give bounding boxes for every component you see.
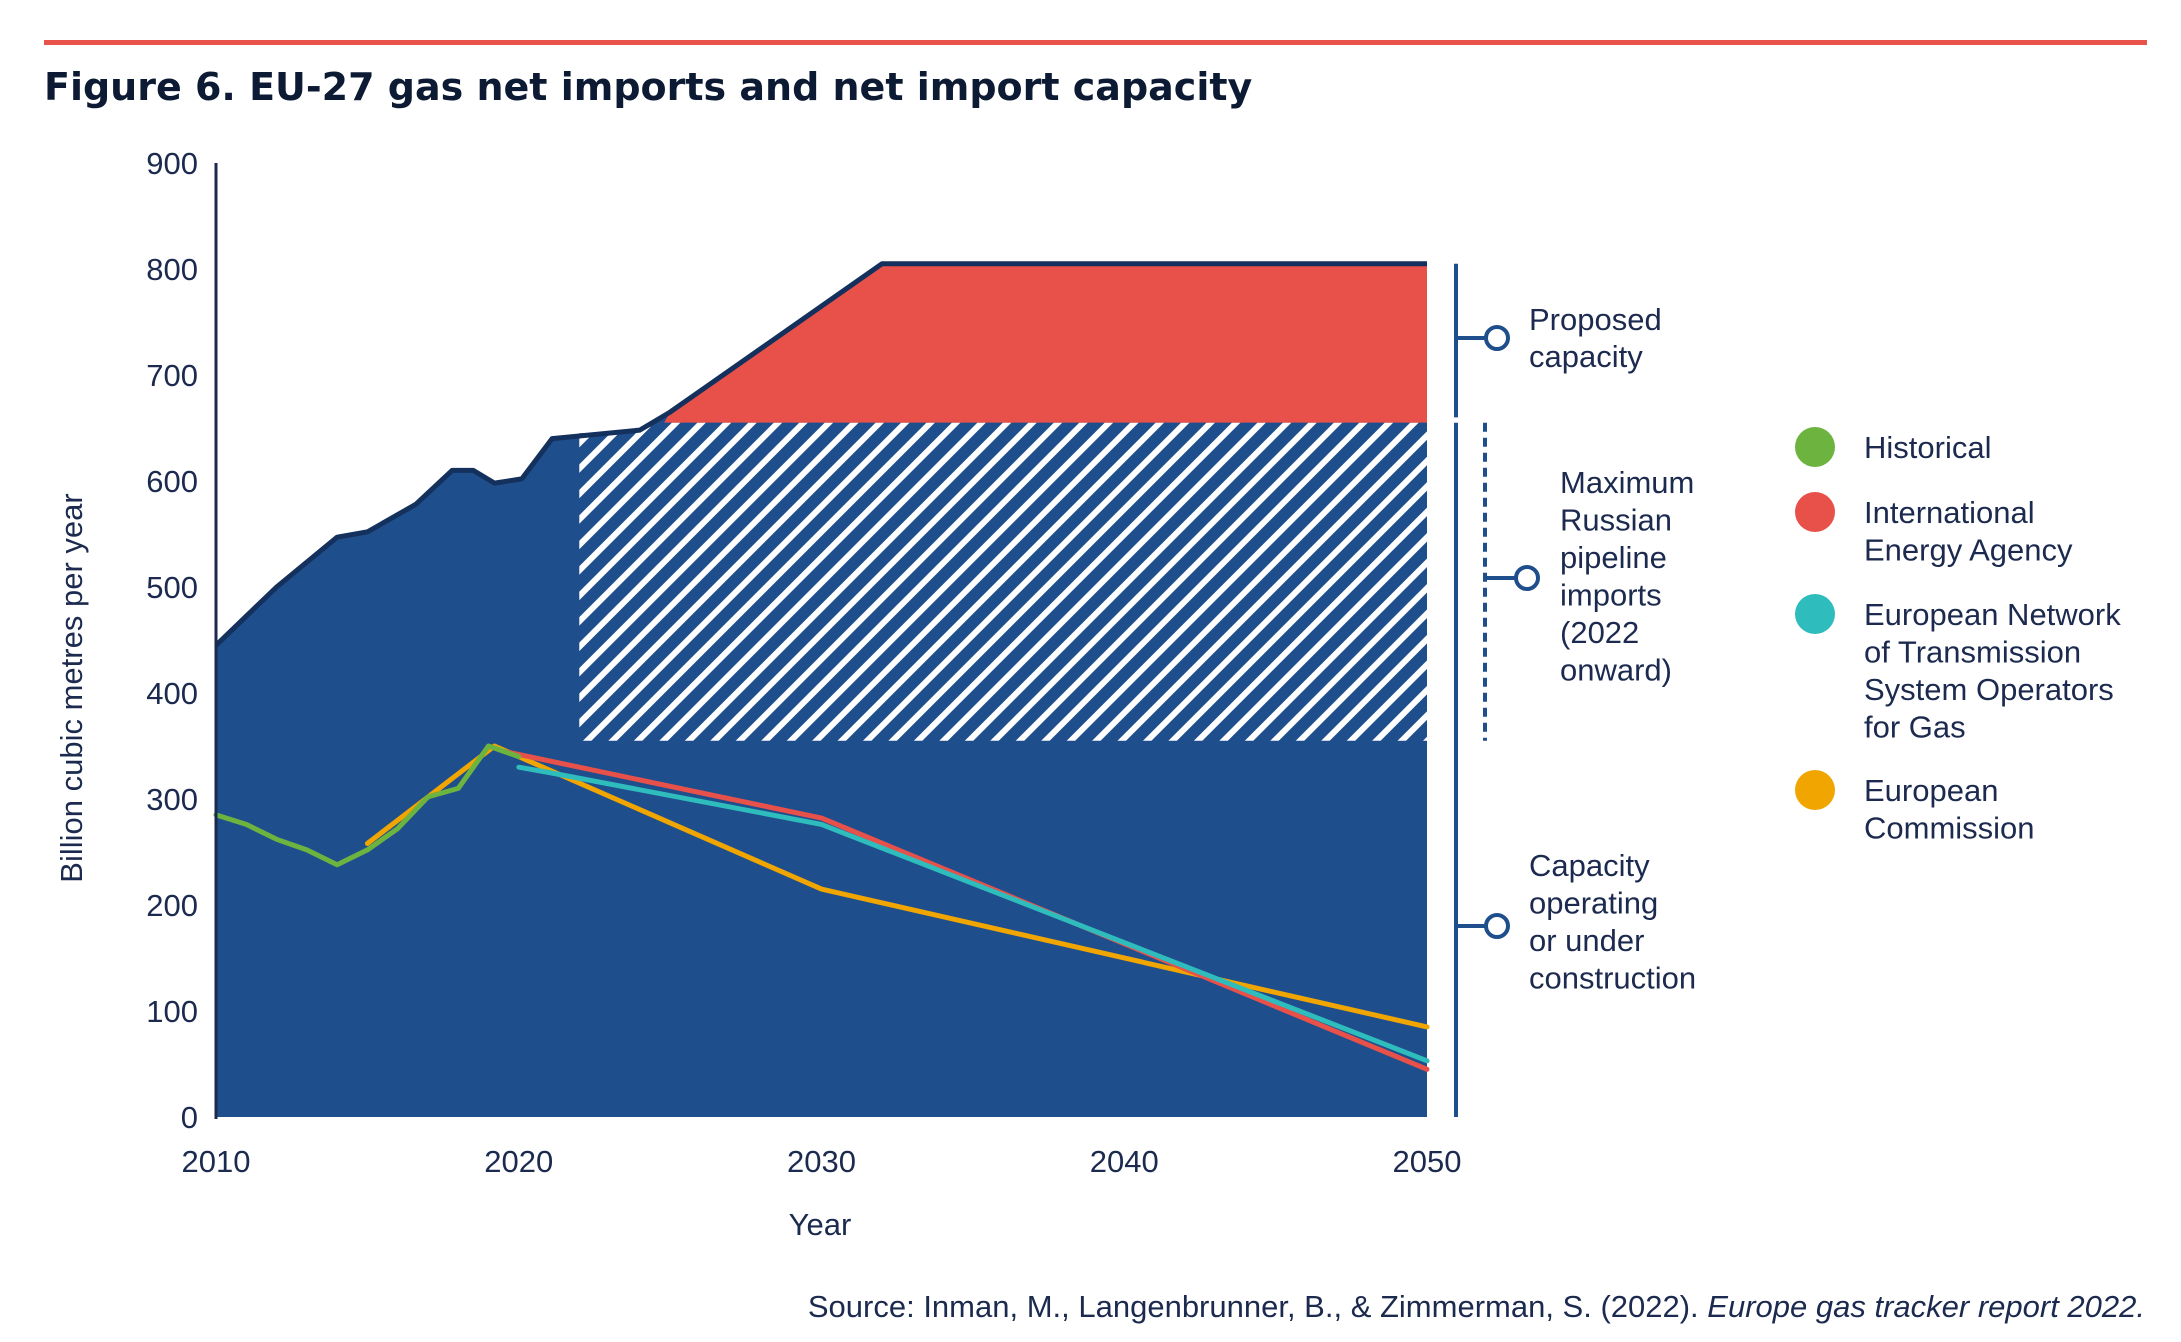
legend-label-entsog: for Gas [1864,710,1966,745]
russian-pipeline-label: pipeline [1560,540,1667,575]
russian-pipeline-label: imports [1560,578,1662,613]
y-tick-label: 100 [146,994,198,1029]
legend-label-entsog: European Network [1864,597,2121,632]
russian-pipeline-label: onward) [1560,653,1672,688]
legend-swatch-historical [1795,427,1835,467]
legend-label-ec: Commission [1864,811,2035,846]
source-note: Source: Inman, M., Langenbrunner, B., & … [808,1289,2145,1324]
russian-pipeline-label: Russian [1560,503,1672,538]
legend-label-iea: Energy Agency [1864,533,2073,568]
source-title: Europe gas tracker report 2022. [1707,1289,2145,1324]
operating-capacity-label: or under [1529,923,1644,958]
y-tick-label: 300 [146,782,198,817]
y-tick-label: 500 [146,570,198,605]
top-rule [44,40,2147,45]
source-prefix: Source: Inman, M., Langenbrunner, B., & … [808,1289,1707,1324]
russian-pipeline-label: (2022 [1560,615,1639,650]
y-tick-label: 200 [146,888,198,923]
plot-area [213,261,1430,1117]
proposed-capacity-label: capacity [1529,339,1643,374]
x-axis-title: Year [789,1207,852,1242]
y-tick-label: 400 [146,676,198,711]
proposed-capacity-area [664,263,1427,423]
legend-label-entsog: System Operators [1864,672,2114,707]
proposed-knob [1484,325,1510,351]
legend-swatch-ec [1795,770,1835,810]
russian-pipeline-label: Maximum [1560,465,1694,500]
legend-label-entsog: of Transmission [1864,635,2081,670]
x-tick-label: 2050 [1393,1144,1462,1179]
operating-capacity-label: construction [1529,961,1696,996]
figure-title: Figure 6. EU-27 gas net imports and net … [44,65,1253,109]
series-line-entsog [516,764,1430,1064]
x-tick-label: 2040 [1090,1144,1159,1179]
series-line-historical [213,743,522,868]
x-tick-label: 2010 [182,1144,251,1179]
y-tick-label: 0 [181,1100,198,1135]
legend-label-ec: European [1864,773,1998,808]
operating-capacity-label: operating [1529,886,1658,921]
proposed-capacity-label: Proposed [1529,302,1662,337]
legend-swatch-iea [1795,492,1835,532]
series-line-iea [501,748,1430,1072]
x-tick-label: 2020 [484,1144,553,1179]
x-tick-label: 2030 [787,1144,856,1179]
legend-label-iea: International [1864,495,2035,530]
legend-label-historical: Historical [1864,430,1991,465]
russian-knob [1514,565,1540,591]
russian-pipeline-hatched-area [579,422,1427,741]
y-tick-label: 900 [146,146,198,181]
operating-knob [1484,913,1510,939]
capacity-outline-line [214,261,1427,648]
legend-swatch-entsog [1795,594,1835,634]
y-tick-label: 800 [146,252,198,287]
axes: 0 100 200 300 400 500 600 700 800 900 2010 2020 2030… [146,146,1461,1179]
y-tick-label: 600 [146,464,198,499]
y-tick-label: 700 [146,358,198,393]
y-axis-title: Billion cubic metres per year [54,493,89,882]
operating-capacity-label: Capacity [1529,848,1650,883]
